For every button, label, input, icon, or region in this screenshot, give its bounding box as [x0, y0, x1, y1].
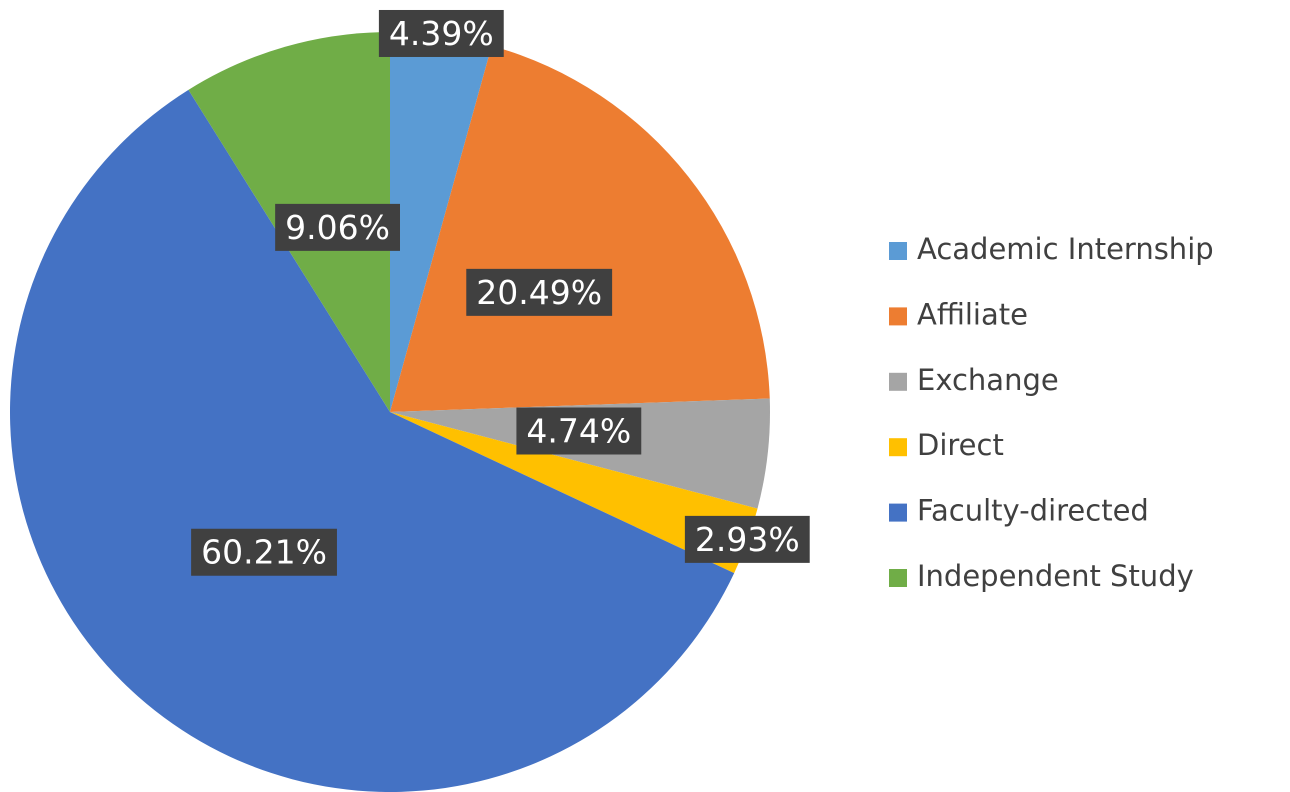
data-label-text: 20.49% — [476, 273, 602, 312]
legend-swatch — [889, 372, 907, 391]
data-label: 20.49% — [466, 268, 613, 316]
legend-label: Direct — [917, 428, 1004, 462]
data-label-box — [275, 203, 400, 251]
legend-label: Affiliate — [917, 297, 1028, 331]
pie-slice — [10, 89, 735, 792]
data-label: 60.21% — [191, 528, 337, 576]
legend-swatch — [889, 307, 907, 326]
pie-slice — [390, 412, 758, 574]
pie-slice — [390, 32, 492, 412]
data-label-text: 2.93% — [695, 520, 800, 559]
pie-slice — [390, 45, 770, 412]
data-label-text: 4.39% — [389, 14, 494, 53]
legend-swatch — [889, 242, 907, 260]
data-label: 9.06% — [275, 203, 400, 251]
data-label: 2.93% — [684, 515, 810, 563]
legend-label: Faculty-directed — [917, 494, 1149, 528]
legend-label: Independent Study — [917, 559, 1194, 593]
data-label-box — [684, 515, 810, 563]
data-label-box — [516, 407, 642, 455]
data-label: 4.74% — [516, 407, 642, 455]
data-label-text: 4.74% — [526, 412, 631, 451]
legend-swatch — [889, 569, 907, 587]
data-label-box — [191, 528, 337, 576]
legend-label: Exchange — [917, 363, 1059, 397]
data-label-text: 9.06% — [285, 208, 390, 247]
data-label-text: 60.21% — [201, 533, 327, 572]
legend-label: Academic Internship — [917, 232, 1214, 266]
data-label-box — [378, 9, 504, 57]
legend-swatch — [889, 503, 907, 522]
data-label: 4.39% — [378, 9, 504, 57]
legend-swatch — [889, 438, 907, 457]
data-label-box — [466, 268, 613, 316]
